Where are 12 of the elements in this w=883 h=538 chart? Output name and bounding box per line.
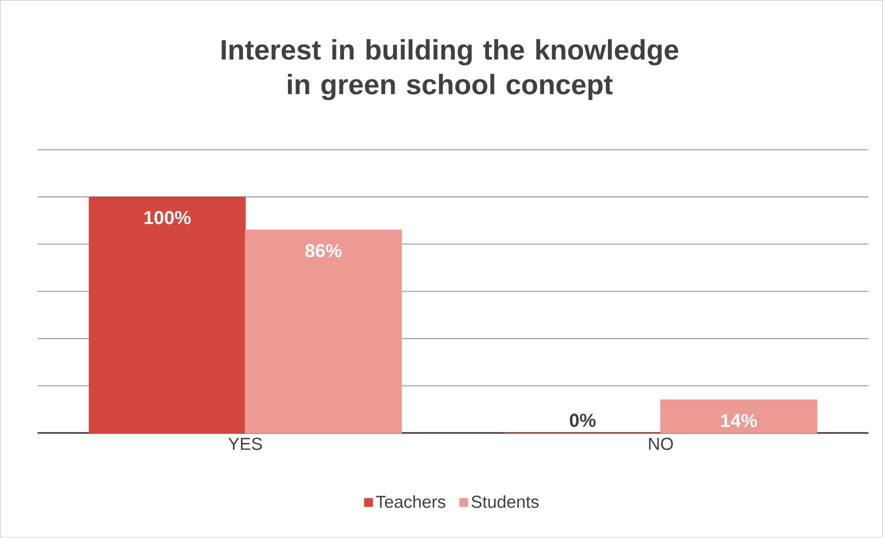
data-label: 100% [144, 211, 191, 224]
x-tick-label: NO [649, 438, 673, 450]
legend-label: Teachers [376, 495, 446, 508]
bar [244, 230, 402, 434]
bar [660, 400, 818, 434]
legend-label: Students [472, 495, 539, 508]
x-tick-label: YES [228, 438, 262, 450]
data-label: 86% [305, 244, 342, 258]
data-label: 0% [570, 414, 596, 428]
data-label: 14% [721, 414, 757, 428]
bar [88, 196, 246, 434]
chart-title: Interest in building the knowledge in green school concept [222, 39, 678, 100]
